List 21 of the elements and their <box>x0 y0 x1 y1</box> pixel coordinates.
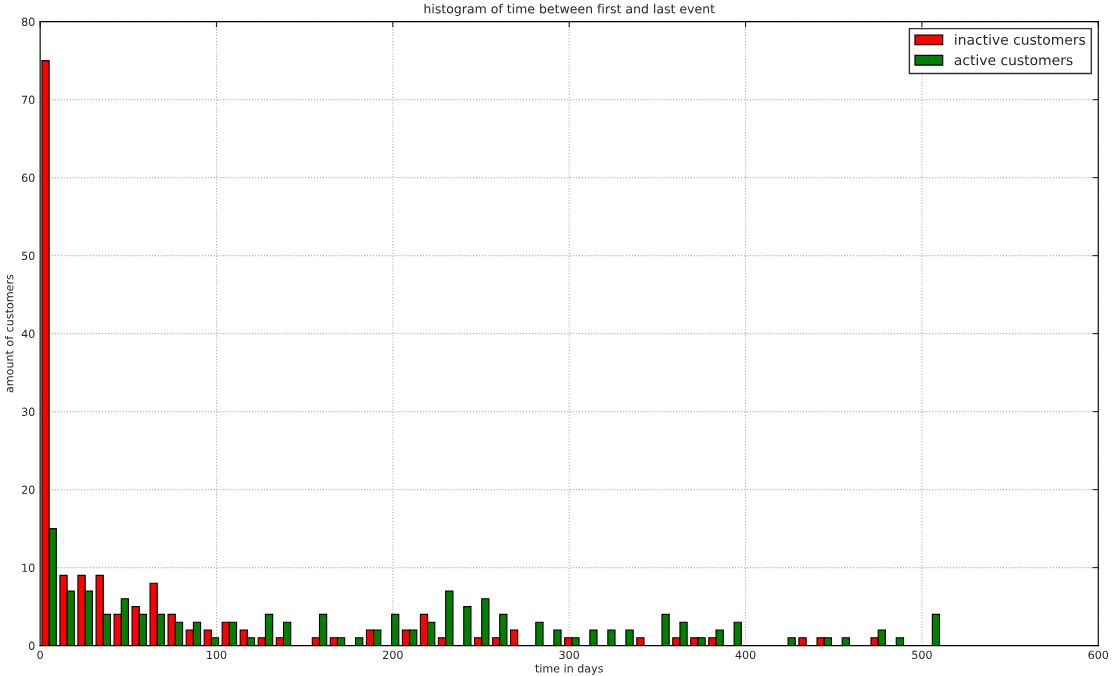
x-tick-label: 0 <box>37 650 43 660</box>
x-axis-title: time in days <box>535 663 603 675</box>
chart-title: histogram of time between first and last event <box>424 3 715 16</box>
x-tick-label: 500 <box>912 650 932 660</box>
x-tick-label: 100 <box>207 650 227 660</box>
x-tick-label: 200 <box>383 650 403 660</box>
y-tick-label: 20 <box>21 485 35 494</box>
y-tick-label: 40 <box>21 329 35 338</box>
y-tick-label: 30 <box>21 407 35 416</box>
y-tick-label: 70 <box>22 95 35 104</box>
y-tick-label: 0 <box>28 641 35 650</box>
y-axis-title: amount of customers <box>4 274 14 393</box>
y-tick-label: 50 <box>22 251 35 260</box>
y-tick-label: 10 <box>22 563 35 572</box>
x-tick-label: 300 <box>559 650 580 660</box>
y-tick-label: 60 <box>21 173 35 182</box>
x-tick-label: 600 <box>1088 650 1109 660</box>
legend-label: inactive customers <box>955 34 1086 45</box>
x-tick-label: 400 <box>735 650 756 660</box>
y-tick-label: 80 <box>21 17 35 27</box>
legend-label: active customers <box>954 54 1073 66</box>
